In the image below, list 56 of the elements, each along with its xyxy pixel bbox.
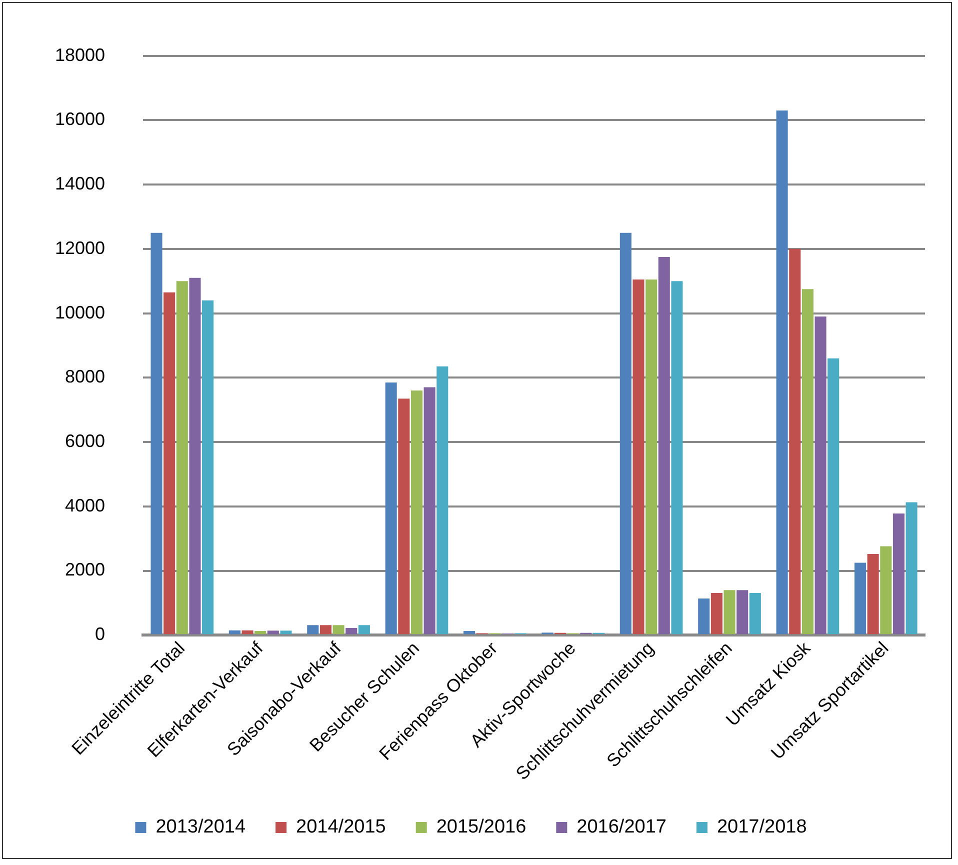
bar — [464, 630, 476, 634]
bar — [671, 281, 683, 634]
bar — [749, 592, 761, 634]
bar — [254, 630, 266, 634]
bar — [854, 562, 866, 634]
legend-label: 2014/2015 — [296, 816, 386, 838]
bar — [150, 232, 162, 634]
bar — [307, 625, 319, 634]
bar — [164, 292, 176, 634]
y-tick-label: 2000 — [65, 560, 106, 580]
bar — [189, 278, 201, 634]
bar — [176, 281, 188, 634]
bar — [228, 630, 240, 634]
bar — [892, 513, 904, 634]
bar — [736, 590, 748, 634]
y-tick-label: 10000 — [54, 302, 106, 322]
y-tick-label: 16000 — [54, 109, 106, 130]
legend-label: 2016/2017 — [576, 816, 666, 838]
bar — [802, 289, 814, 634]
bar — [724, 590, 736, 634]
bar — [620, 232, 632, 634]
bar — [267, 630, 279, 634]
bar — [698, 598, 710, 634]
y-tick-label: 14000 — [54, 174, 106, 194]
bar — [789, 248, 801, 634]
legend-label: 2017/2018 — [716, 816, 807, 838]
bar — [776, 110, 788, 634]
y-tick-label: 0 — [95, 624, 106, 644]
bar — [242, 630, 254, 634]
bar — [358, 625, 370, 634]
bar — [320, 625, 332, 634]
legend-label: 2015/2016 — [436, 816, 526, 838]
y-tick-label: 4000 — [65, 495, 106, 516]
bar — [632, 279, 644, 634]
bar — [814, 316, 826, 634]
bar — [385, 382, 397, 634]
y-tick-label: 8000 — [65, 366, 106, 387]
bar — [710, 592, 722, 634]
bar — [280, 630, 292, 634]
bar — [332, 625, 344, 634]
bar — [424, 387, 436, 634]
bar — [398, 398, 410, 634]
bar — [867, 554, 879, 634]
y-tick-label: 12000 — [54, 238, 106, 258]
bar — [410, 390, 423, 634]
bar — [906, 502, 918, 634]
bar — [346, 628, 358, 634]
bar — [658, 256, 670, 634]
bar — [880, 546, 892, 634]
bar — [828, 358, 840, 634]
bar — [646, 279, 658, 634]
legend-label: 2013/2014 — [156, 816, 246, 838]
y-tick-label: 18000 — [54, 44, 106, 65]
bar — [202, 300, 214, 634]
y-tick-label: 6000 — [65, 430, 106, 451]
bar — [436, 366, 448, 634]
